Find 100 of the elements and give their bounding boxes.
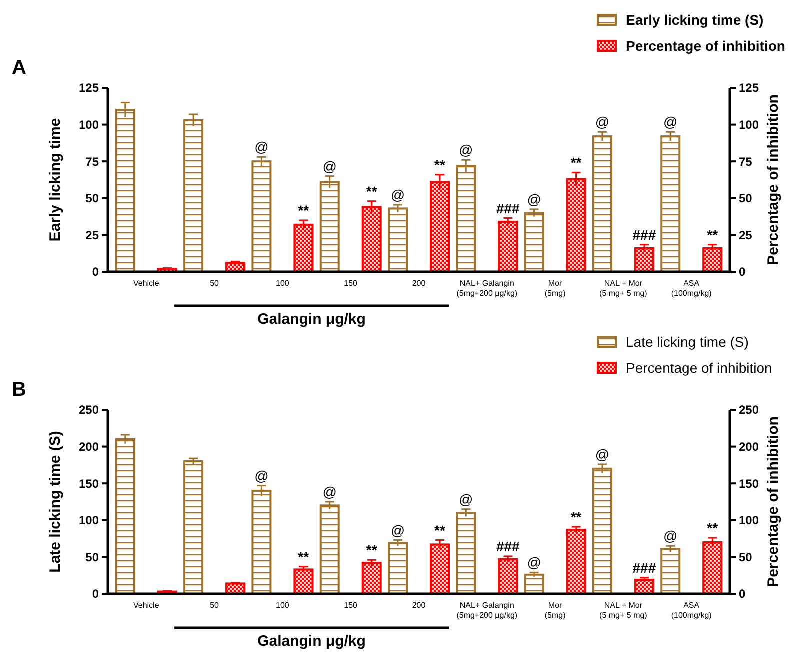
y-tick-label: 50 — [86, 192, 100, 206]
bar — [320, 181, 340, 273]
data-label: ** — [707, 226, 719, 243]
bar — [592, 136, 612, 273]
x-axis-title: Galangin μg/kg — [258, 311, 366, 328]
bar — [184, 119, 204, 273]
x-tick-label: 100 — [276, 279, 290, 288]
x-tick-label: Vehicle — [133, 279, 160, 288]
data-label: @ — [254, 139, 269, 156]
bar — [566, 528, 586, 595]
legend-label: Percentage of inhibition — [626, 360, 772, 376]
legend-label: Early licking time (S) — [626, 12, 764, 28]
y2-tick-label: 100 — [739, 514, 760, 528]
data-label: @ — [595, 114, 610, 130]
y2-tick-label: 200 — [739, 440, 760, 454]
x-tick-label: 100 — [276, 601, 290, 610]
y-tick-label: 100 — [78, 118, 100, 132]
data-label: @ — [527, 191, 542, 208]
y-tick-label: 100 — [78, 514, 100, 528]
y2-tick-label: 0 — [739, 265, 746, 280]
y2-tick-label: 50 — [739, 550, 753, 564]
y2-tick-label: 100 — [739, 118, 760, 132]
y-tick-label: 250 — [78, 403, 100, 418]
y2-axis-title: Percentage of inhibition — [765, 416, 782, 588]
y2-tick-label: 25 — [739, 228, 753, 242]
x-tick-label: 50 — [210, 601, 220, 610]
bar — [524, 574, 544, 595]
data-label: @ — [527, 554, 542, 571]
x-tick-label: 150 — [344, 279, 358, 288]
data-label: ### — [632, 226, 656, 243]
y-tick-label: 50 — [86, 550, 100, 564]
data-label: @ — [459, 142, 474, 158]
bar — [115, 438, 136, 595]
data-label: @ — [390, 522, 406, 538]
chart-title: A — [12, 57, 26, 79]
bar — [388, 208, 408, 273]
x-tick-label: 150 — [344, 601, 358, 610]
x-tick-label: 200 — [412, 279, 426, 288]
bar — [362, 206, 382, 273]
legend-label: Late licking time (S) — [626, 334, 749, 350]
y-axis-title: Early licking time — [47, 118, 64, 242]
y-tick-label: 25 — [86, 228, 100, 242]
bar — [702, 541, 723, 595]
bar — [320, 504, 340, 595]
y2-tick-label: 150 — [739, 476, 760, 491]
data-label: ** — [570, 154, 582, 171]
data-label: @ — [459, 491, 474, 508]
bar — [184, 460, 204, 595]
x-tick-label: NAL+ Galangin (5mg+200 μg/kg) — [456, 601, 518, 620]
x-tick-label: NAL + Mor (5 mg+ 5 mg) — [600, 279, 648, 298]
data-label: ** — [434, 156, 446, 173]
x-tick-label: Vehicle — [133, 601, 160, 610]
data-label: ** — [298, 202, 310, 218]
data-label: @ — [322, 484, 337, 500]
y-tick-label: 0 — [92, 587, 100, 602]
data-label: @ — [322, 158, 337, 174]
data-label: @ — [595, 446, 610, 462]
legend-label: Percentage of inhibition — [626, 38, 786, 54]
data-label: @ — [664, 114, 678, 130]
x-axis-title: Galangin μg/kg — [258, 633, 366, 650]
bar — [456, 165, 476, 273]
bar — [430, 544, 450, 595]
y2-tick-label: 50 — [739, 192, 753, 206]
x-tick-label: ASA (100mg/kg) — [671, 601, 712, 620]
data-label: ** — [570, 509, 582, 526]
y2-tick-label: 250 — [739, 403, 760, 418]
bar — [702, 247, 723, 273]
y2-axis-title: Percentage of inhibition — [765, 94, 782, 266]
data-label: @ — [390, 187, 406, 204]
y2-tick-label: 125 — [739, 81, 760, 96]
y2-tick-label: 75 — [739, 154, 753, 169]
bar — [456, 512, 476, 595]
x-tick-label: ASA (100mg/kg) — [671, 279, 712, 298]
bar — [634, 247, 654, 273]
x-tick-label: NAL + Mor (5 mg+ 5 mg) — [600, 601, 648, 620]
data-label: @ — [254, 468, 269, 484]
x-tick-label: 50 — [210, 279, 220, 288]
data-label: @ — [664, 528, 678, 544]
data-label: ** — [707, 520, 719, 536]
y-tick-label: 125 — [78, 81, 100, 96]
x-tick-label: Mor (5mg) — [544, 601, 566, 620]
bar — [592, 468, 612, 595]
x-tick-label: NAL+ Galangin (5mg+200 μg/kg) — [456, 279, 518, 298]
bar — [294, 224, 314, 273]
y2-tick-label: 0 — [739, 587, 746, 602]
chart-title: B — [12, 379, 26, 401]
bar — [294, 568, 314, 595]
bar — [388, 542, 408, 595]
y-tick-label: 75 — [86, 154, 100, 169]
data-label: ** — [434, 522, 446, 538]
data-label: ### — [496, 200, 520, 216]
x-tick-label: 200 — [412, 601, 426, 610]
bar — [660, 136, 681, 273]
y-tick-label: 200 — [78, 440, 100, 454]
x-tick-label: Mor (5mg) — [544, 279, 566, 298]
bar — [660, 548, 681, 595]
bar — [498, 220, 518, 273]
data-label: ### — [632, 560, 656, 576]
bar — [252, 160, 272, 273]
bar — [362, 562, 382, 595]
